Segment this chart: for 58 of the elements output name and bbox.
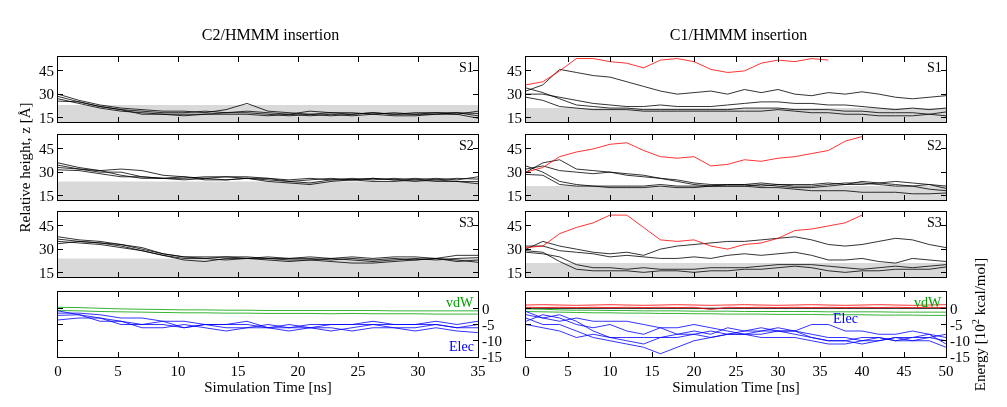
annotation: S2 [459, 138, 474, 153]
y-tick-label: 30 [507, 164, 522, 181]
y-tick-label: 45 [507, 63, 522, 80]
series-label: vdW [446, 295, 474, 310]
y-tick-label: -15 [482, 349, 502, 366]
y-axis-title: Relative height, z [Å] [17, 102, 34, 233]
x-tick-label: 10 [170, 363, 186, 379]
x-tick-label: 20 [290, 363, 306, 379]
y-tick-label: -15 [950, 349, 970, 366]
chart-title: C1/HMMM insertion [669, 25, 808, 43]
y-tick-label: -5 [482, 316, 495, 333]
x-tick-label: 35 [470, 363, 486, 379]
y-tick-label: 0 [482, 300, 490, 317]
x-axis-title: Simulation Time [ns] [672, 379, 800, 395]
annotation: S3 [459, 215, 474, 230]
y-tick-label: 30 [39, 86, 54, 103]
y-tick-label: 30 [507, 86, 522, 103]
x-tick-label: 50 [938, 363, 954, 379]
x-tick-label: 30 [770, 363, 786, 379]
annotation: S2 [927, 138, 942, 153]
series-label: Elec [833, 311, 858, 326]
series-label: vdW [914, 295, 942, 310]
x-tick-label: 25 [728, 363, 744, 379]
x-tick-label: 10 [602, 363, 618, 379]
y-tick-label: 45 [507, 218, 522, 235]
x-tick-label: 25 [350, 363, 366, 379]
y-tick-label: -10 [950, 333, 970, 349]
y-tick-label: -5 [950, 316, 963, 333]
x-tick-label: 35 [812, 363, 828, 379]
x-tick-label: 5 [564, 363, 572, 379]
y-tick-label: 15 [507, 187, 522, 204]
y-tick-label: 15 [507, 264, 522, 281]
x-tick-label: 15 [644, 363, 660, 379]
x-tick-label: 40 [854, 363, 870, 379]
x-tick-label: 5 [114, 363, 122, 379]
y-tick-label: 15 [39, 264, 54, 281]
x-tick-label: 15 [230, 363, 246, 379]
y-tick-label: 45 [507, 141, 522, 158]
x-tick-label: 20 [686, 363, 702, 379]
y-tick-label: 0 [950, 300, 958, 317]
y-tick-label: 30 [39, 164, 54, 181]
y-tick-label: 30 [507, 241, 522, 258]
x-tick-label: 30 [410, 363, 426, 379]
y-tick-label: -10 [482, 333, 502, 349]
y-tick-label: 15 [39, 109, 54, 126]
y-tick-label: 15 [39, 187, 54, 204]
y-tick-label: 45 [39, 63, 54, 80]
y-tick-label: 45 [39, 218, 54, 235]
y-tick-label: 15 [507, 109, 522, 126]
y-tick-label: 30 [39, 241, 54, 258]
annotation: S1 [927, 60, 942, 75]
annotation: S3 [927, 215, 942, 230]
annotation: S1 [459, 60, 474, 75]
y-tick-label: 45 [39, 141, 54, 158]
x-tick-label: 45 [896, 363, 912, 379]
x-axis-title: Simulation Time [ns] [204, 379, 332, 395]
chart-title: C2/HMMM insertion [201, 25, 340, 43]
series-label: Elec [449, 339, 474, 354]
